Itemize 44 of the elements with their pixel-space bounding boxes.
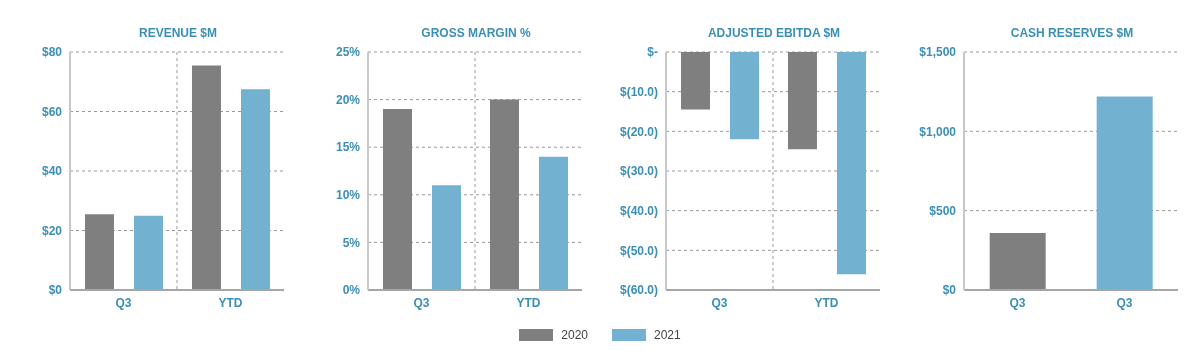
y-tick-label: 20% [335, 92, 361, 107]
y-tick-label: $500 [929, 203, 957, 218]
legend-label: 2021 [654, 328, 681, 342]
bar [489, 99, 519, 290]
chart-title: GROSS MARGIN % [420, 26, 532, 42]
y-tick-label: $1,000 [919, 124, 957, 139]
x-tick-label: Q3 [413, 295, 430, 310]
y-tick-label: $(40.0) [619, 203, 658, 218]
bar [431, 185, 461, 290]
x-tick-label: Q3 [1116, 295, 1133, 310]
x-tick-label: Q3 [115, 295, 132, 310]
y-tick-label: $40 [41, 164, 63, 179]
y-tick-label: $0 [48, 283, 63, 298]
chart-title: REVENUE $M [138, 26, 218, 42]
x-tick-label: Q3 [711, 295, 728, 310]
bar [538, 156, 568, 290]
y-tick-label: $(50.0) [619, 243, 658, 258]
y-tick-label: 10% [335, 188, 361, 203]
legend-label: 2020 [561, 328, 588, 342]
bar [240, 89, 270, 290]
y-tick-label: $0 [942, 283, 957, 298]
y-tick-label: $(20.0) [619, 124, 658, 139]
y-tick-label: $(10.0) [619, 84, 658, 99]
y-tick-label: 15% [335, 140, 361, 155]
x-tick-label: Q3 [1009, 295, 1026, 310]
chart-title: CASH RESERVES $M [1009, 26, 1135, 42]
y-tick-label: 0% [342, 283, 361, 298]
x-tick-label: YTD [814, 295, 839, 310]
x-tick-label: YTD [218, 295, 243, 310]
y-tick-label: $20 [41, 223, 63, 238]
bar [382, 109, 412, 290]
bar [84, 214, 114, 290]
x-tick-label: YTD [516, 295, 541, 310]
y-tick-label: $- [647, 45, 658, 60]
y-tick-label: $1,500 [919, 45, 957, 60]
y-tick-label: $80 [41, 45, 63, 60]
chart-title: ADJUSTED EBITDA $M [706, 26, 842, 42]
y-tick-label: $(60.0) [619, 283, 658, 298]
bar [133, 215, 163, 290]
y-tick-label: 5% [342, 235, 361, 250]
y-tick-label: $60 [41, 104, 63, 119]
y-tick-label: 25% [335, 45, 361, 60]
y-tick-label: $(30.0) [619, 164, 658, 179]
bar [191, 65, 221, 290]
